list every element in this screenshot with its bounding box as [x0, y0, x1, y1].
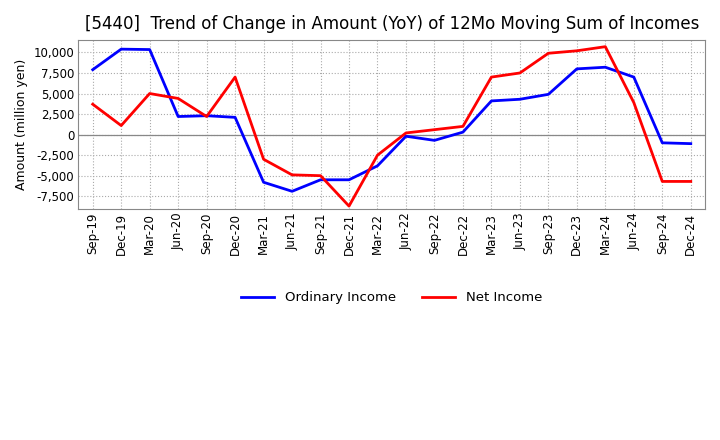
Legend: Ordinary Income, Net Income: Ordinary Income, Net Income	[236, 286, 547, 309]
Ordinary Income	[316, 177, 325, 183]
Net Income	[629, 100, 638, 105]
Net Income	[145, 91, 154, 96]
Net Income	[516, 70, 524, 76]
Ordinary Income	[402, 134, 410, 139]
Net Income	[174, 96, 182, 101]
Net Income	[373, 153, 382, 158]
Ordinary Income	[202, 113, 211, 118]
Line: Net Income: Net Income	[93, 47, 690, 206]
Net Income	[487, 74, 496, 80]
Ordinary Income	[430, 138, 438, 143]
Ordinary Income	[288, 189, 297, 194]
Net Income	[316, 173, 325, 178]
Ordinary Income	[544, 92, 553, 97]
Ordinary Income	[117, 47, 125, 52]
Line: Ordinary Income: Ordinary Income	[93, 49, 690, 191]
Net Income	[544, 51, 553, 56]
Net Income	[202, 114, 211, 119]
Ordinary Income	[373, 163, 382, 169]
Ordinary Income	[629, 74, 638, 80]
Ordinary Income	[145, 47, 154, 52]
Net Income	[402, 130, 410, 136]
Net Income	[572, 48, 581, 53]
Net Income	[231, 74, 240, 80]
Net Income	[345, 203, 354, 209]
Title: [5440]  Trend of Change in Amount (YoY) of 12Mo Moving Sum of Incomes: [5440] Trend of Change in Amount (YoY) o…	[84, 15, 699, 33]
Ordinary Income	[487, 98, 496, 103]
Ordinary Income	[259, 180, 268, 185]
Net Income	[686, 179, 695, 184]
Net Income	[89, 102, 97, 107]
Y-axis label: Amount (million yen): Amount (million yen)	[15, 59, 28, 190]
Net Income	[658, 179, 667, 184]
Net Income	[430, 127, 438, 132]
Ordinary Income	[459, 129, 467, 135]
Net Income	[459, 124, 467, 129]
Ordinary Income	[89, 67, 97, 72]
Net Income	[259, 157, 268, 162]
Ordinary Income	[658, 140, 667, 146]
Ordinary Income	[174, 114, 182, 119]
Net Income	[601, 44, 610, 49]
Ordinary Income	[345, 177, 354, 183]
Ordinary Income	[516, 97, 524, 102]
Ordinary Income	[231, 115, 240, 120]
Ordinary Income	[601, 65, 610, 70]
Ordinary Income	[686, 141, 695, 146]
Ordinary Income	[572, 66, 581, 72]
Net Income	[117, 123, 125, 128]
Net Income	[288, 172, 297, 177]
